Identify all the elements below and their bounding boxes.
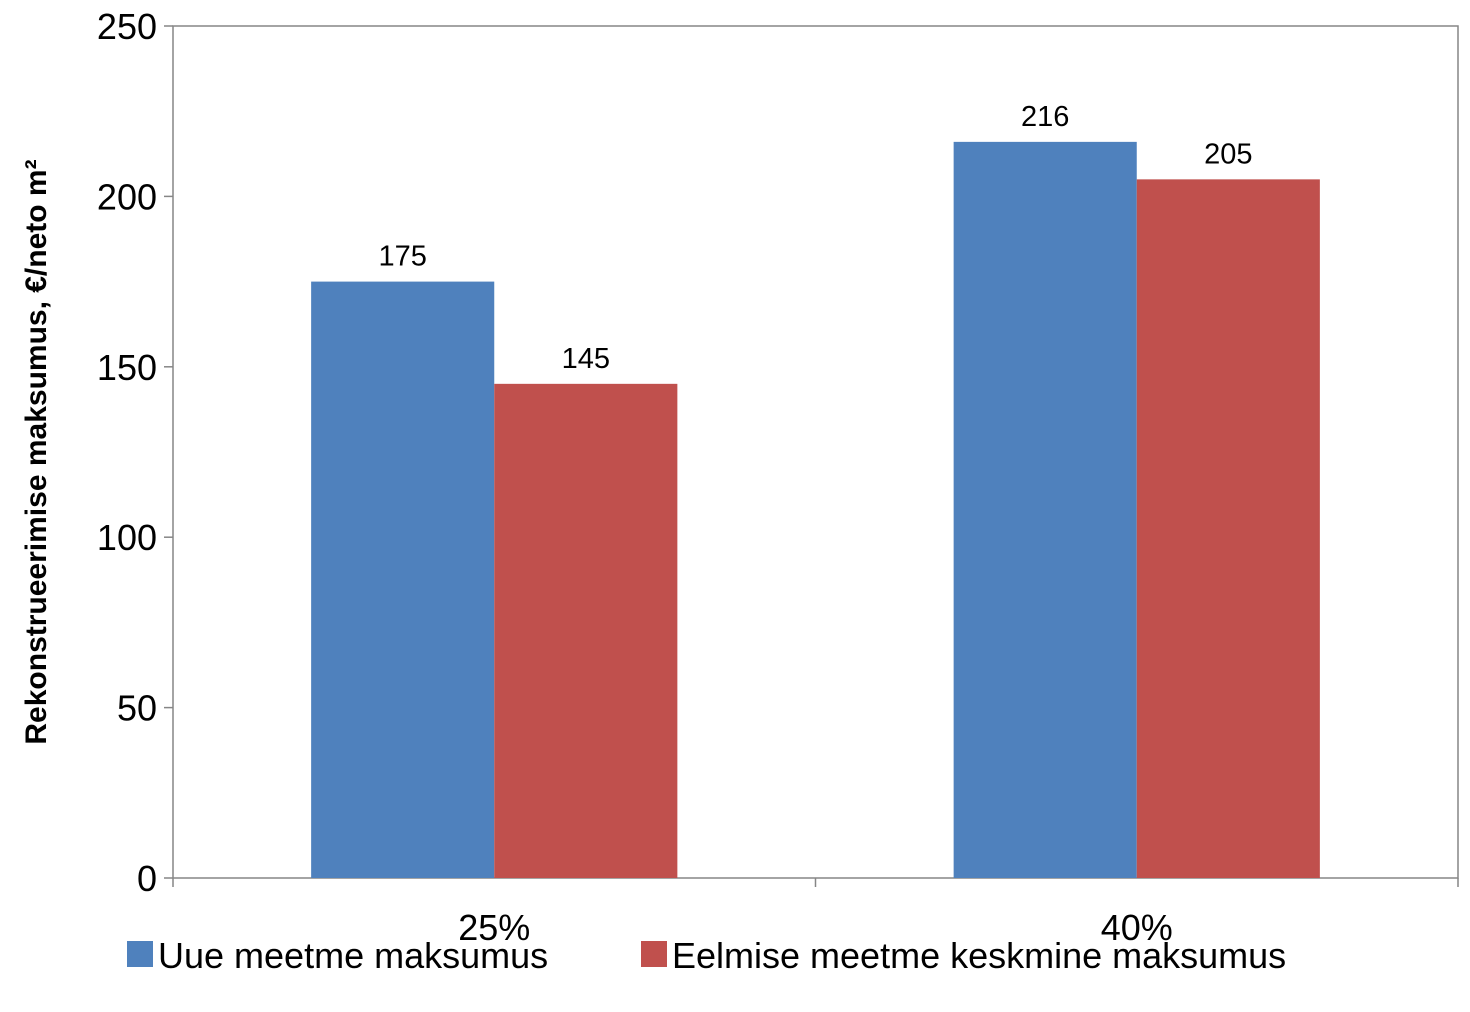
bar [311,281,495,879]
bars [311,141,1320,879]
data-label: 216 [1021,101,1069,133]
y-tick-label: 0 [137,858,157,899]
bar [1136,179,1320,879]
y-tick-label: 100 [97,517,157,558]
y-axis: 0 50 100 150 200 250 [97,6,173,899]
data-labels: 175 145 216 205 [378,101,1252,375]
x-tick-label: 25% [458,907,530,948]
legend-swatch [127,941,153,967]
y-tick-label: 200 [97,176,157,217]
legend-label: Eelmise meetme keskmine maksumus [672,935,1286,976]
data-label: 175 [378,241,426,273]
bar [494,383,678,878]
legend-label: Uue meetme maksumus [158,935,548,976]
x-axis: 25% 40% [172,878,1459,948]
legend-swatch [641,941,667,967]
y-tick-label: 150 [97,347,157,388]
bar [953,141,1137,878]
data-label: 205 [1204,138,1252,170]
y-tick-label: 50 [117,688,157,729]
x-tick-label: 40% [1101,907,1173,948]
y-tick-label: 250 [97,6,157,47]
data-label: 145 [562,343,610,375]
legend: Uue meetme maksumus Eelmise meetme keskmi… [127,935,1286,976]
y-axis-title: Rekonstrueerimise maksumus, €/neto m² [20,159,53,744]
